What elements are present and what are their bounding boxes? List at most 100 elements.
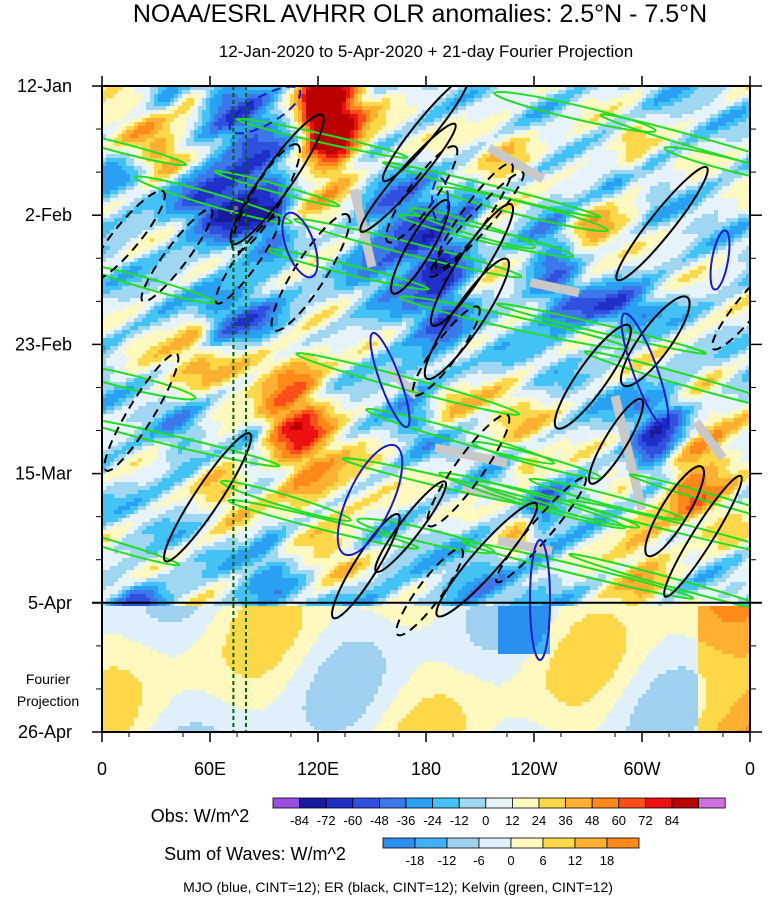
field-cell	[354, 110, 359, 115]
field-cell	[518, 114, 523, 119]
field-cell	[590, 126, 595, 131]
field-cell	[654, 174, 659, 179]
field-cell	[454, 90, 459, 95]
field-cell	[666, 190, 671, 195]
field-cell	[486, 110, 491, 115]
field-cell	[478, 174, 483, 179]
field-cell	[354, 178, 359, 183]
field-cell	[118, 174, 123, 179]
field-cell	[238, 166, 243, 171]
field-cell	[558, 122, 563, 127]
field-cell	[570, 158, 575, 163]
field-cell	[510, 182, 515, 187]
field-cell	[734, 138, 739, 143]
field-cell	[742, 178, 747, 183]
field-cell	[474, 150, 479, 155]
field-cell	[594, 154, 599, 159]
field-cell	[234, 186, 239, 191]
field-cell	[502, 138, 507, 143]
field-cell	[722, 150, 727, 155]
field-cell	[110, 118, 115, 123]
field-cell	[654, 146, 659, 151]
field-cell	[614, 190, 619, 195]
field-cell	[366, 186, 371, 191]
field-cell	[142, 134, 147, 139]
field-cell	[142, 170, 147, 175]
field-cell	[514, 138, 519, 143]
field-cell	[366, 94, 371, 99]
field-cell	[626, 102, 631, 107]
field-cell	[306, 166, 311, 171]
field-cell	[590, 114, 595, 119]
field-cell	[694, 130, 699, 135]
field-cell	[470, 106, 475, 111]
field-cell	[554, 178, 559, 183]
field-cell	[470, 134, 475, 139]
field-cell	[606, 142, 611, 147]
field-cell	[482, 142, 487, 147]
field-cell	[602, 102, 607, 107]
field-cell	[110, 186, 115, 191]
field-cell	[202, 150, 207, 155]
field-cell	[130, 174, 135, 179]
field-cell	[414, 138, 419, 143]
field-cell	[578, 178, 583, 183]
field-cell	[126, 174, 131, 179]
field-cell	[602, 90, 607, 95]
field-cell	[166, 122, 171, 127]
field-cell	[454, 114, 459, 119]
field-cell	[470, 158, 475, 163]
field-cell	[342, 94, 347, 99]
field-cell	[178, 110, 183, 115]
field-cell	[322, 174, 327, 179]
field-cell	[558, 90, 563, 95]
field-cell	[686, 94, 691, 99]
field-cell	[286, 98, 291, 103]
field-cell	[338, 158, 343, 163]
field-cell	[298, 106, 303, 111]
field-cell	[714, 158, 719, 163]
field-cell	[554, 118, 559, 123]
field-cell	[170, 102, 175, 107]
field-cell	[250, 166, 255, 171]
field-cell	[318, 90, 323, 95]
field-cell	[650, 190, 655, 195]
field-cell	[598, 154, 603, 159]
field-cell	[638, 178, 643, 183]
field-cell	[582, 110, 587, 115]
field-cell	[350, 170, 355, 175]
field-cell	[358, 106, 363, 111]
field-cell	[562, 186, 567, 191]
field-cell	[542, 138, 547, 143]
field-cell	[374, 174, 379, 179]
field-cell	[594, 90, 599, 95]
field-cell	[198, 110, 203, 115]
field-cell	[110, 190, 115, 195]
field-cell	[510, 134, 515, 139]
field-cell	[554, 190, 559, 195]
field-cell	[598, 182, 603, 187]
field-cell	[566, 154, 571, 159]
field-cell	[506, 166, 511, 171]
field-cell	[182, 106, 187, 111]
field-cell	[166, 166, 171, 171]
field-cell	[450, 98, 455, 103]
field-cell	[266, 98, 271, 103]
field-cell	[386, 194, 391, 199]
field-cell	[546, 150, 551, 155]
field-cell	[578, 138, 583, 143]
field-cell	[146, 190, 151, 195]
field-cell	[462, 134, 467, 139]
field-cell	[170, 174, 175, 179]
field-cell	[146, 98, 151, 103]
field-cell	[558, 106, 563, 111]
field-cell	[706, 186, 711, 191]
field-cell	[682, 166, 687, 171]
field-cell	[182, 118, 187, 123]
field-cell	[350, 174, 355, 179]
field-cell	[654, 178, 659, 183]
field-cell	[478, 94, 483, 99]
field-cell	[482, 146, 487, 151]
field-cell	[162, 118, 167, 123]
field-cell	[378, 114, 383, 119]
